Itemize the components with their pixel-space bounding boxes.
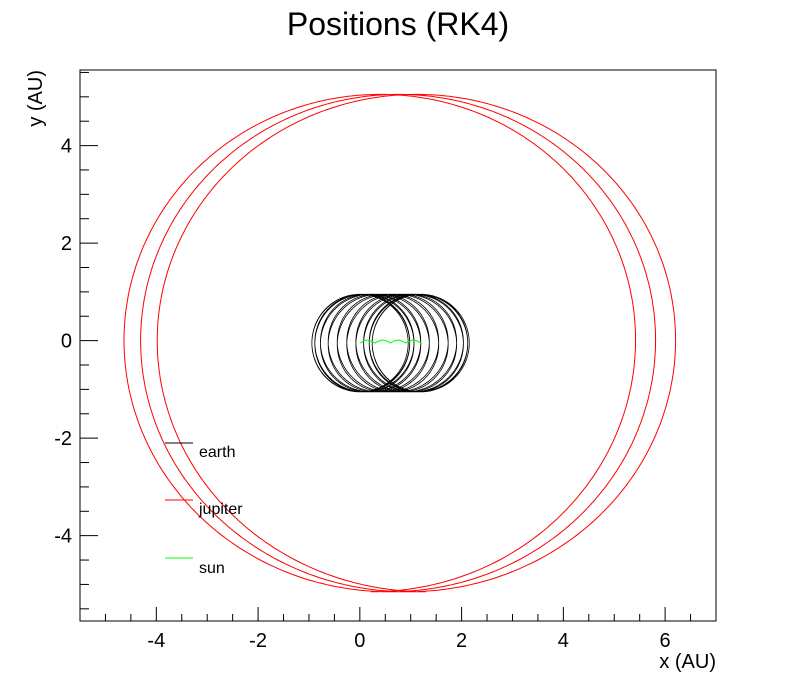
x-tick-label: 0: [354, 630, 365, 652]
axis-layer: -4 -2 0 2 4 6 -4 -2 0 2 4: [54, 72, 716, 652]
legend: earth jupiter sun: [165, 443, 243, 577]
legend-earth-label: earth: [199, 444, 235, 461]
y-tick-label: 0: [61, 331, 72, 353]
y-tick-label: -2: [54, 428, 72, 450]
x-tick-label: 6: [660, 630, 671, 652]
chart-title: Positions (RK4): [287, 6, 509, 42]
legend-jupiter-label: jupiter: [198, 501, 243, 518]
x-tick-label: -2: [249, 630, 267, 652]
y-tick-label: 4: [61, 136, 72, 158]
plot-frame: [80, 70, 716, 621]
legend-sun-label: sun: [199, 560, 225, 577]
x-axis-label: x (AU): [659, 651, 716, 673]
x-tick-label: 4: [558, 630, 569, 652]
x-tick-label: -4: [147, 630, 165, 652]
y-tick-label: 2: [61, 233, 72, 255]
x-tick-label: 2: [456, 630, 467, 652]
y-axis-label: y (AU): [25, 70, 47, 127]
y-tick-label: -4: [54, 526, 72, 548]
